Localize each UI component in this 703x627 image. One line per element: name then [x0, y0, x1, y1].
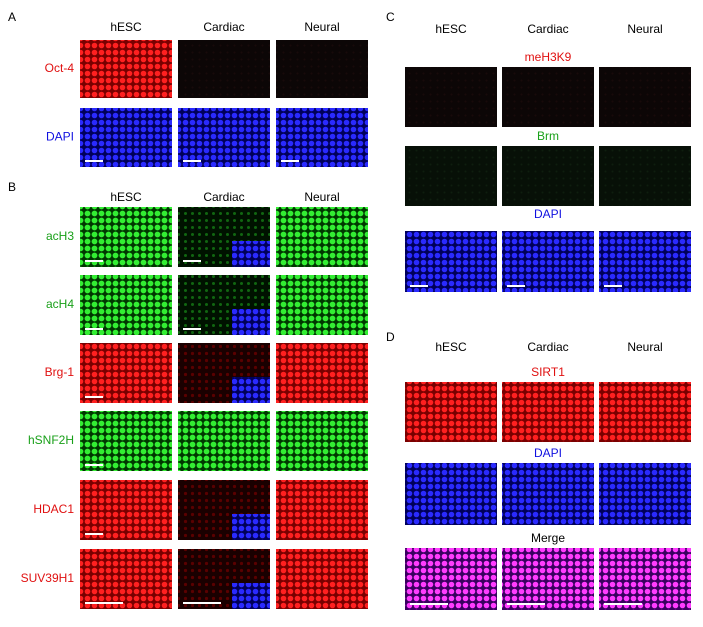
- column-header: Neural: [304, 20, 339, 34]
- row-label: Merge: [531, 531, 565, 545]
- row-label: DAPI: [534, 207, 562, 221]
- column-header: Cardiac: [527, 22, 568, 36]
- column-header: hESC: [435, 22, 467, 36]
- micrograph: [502, 382, 594, 442]
- micrograph: [80, 411, 172, 471]
- micrograph: [405, 382, 497, 442]
- row-label: Oct-4: [45, 61, 75, 75]
- column-header: Neural: [304, 190, 339, 204]
- micrograph: [405, 67, 497, 127]
- micrograph: [80, 207, 172, 267]
- row-label: DAPI: [46, 130, 74, 144]
- panel-letter: C: [386, 10, 395, 24]
- inset: [232, 309, 270, 335]
- micrograph: [599, 548, 691, 610]
- micrograph: [405, 463, 497, 525]
- micrograph: [599, 146, 691, 206]
- row-label: DAPI: [534, 446, 562, 460]
- micrograph: [276, 480, 368, 540]
- column-header: Cardiac: [527, 340, 568, 354]
- micrograph: [599, 67, 691, 127]
- row-label: hSNF2H: [28, 433, 74, 447]
- inset: [232, 377, 270, 403]
- row-label: SIRT1: [531, 365, 565, 379]
- micrograph: [502, 67, 594, 127]
- panel-letter: B: [8, 180, 16, 194]
- micrograph: [178, 411, 270, 471]
- inset: [232, 241, 270, 267]
- panel-letter: A: [8, 10, 16, 24]
- row-label: HDAC1: [33, 502, 74, 516]
- micrograph: [80, 40, 172, 98]
- column-header: Cardiac: [203, 190, 244, 204]
- micrograph: [178, 40, 270, 98]
- micrograph: [80, 108, 172, 167]
- row-label: SUV39H1: [21, 571, 75, 585]
- column-header: Neural: [627, 340, 662, 354]
- micrograph: [178, 108, 270, 167]
- micrograph: [276, 275, 368, 335]
- row-label: meH3K9: [525, 50, 572, 64]
- row-label: Brm: [537, 129, 559, 143]
- panel-letter: D: [386, 330, 395, 344]
- micrograph: [502, 463, 594, 525]
- row-label: acH4: [46, 297, 74, 311]
- micrograph: [80, 275, 172, 335]
- micrograph: [80, 343, 172, 403]
- micrograph: [502, 548, 594, 610]
- micrograph: [599, 382, 691, 442]
- micrograph: [276, 207, 368, 267]
- row-label: Brg-1: [45, 365, 75, 379]
- micrograph: [80, 480, 172, 540]
- micrograph: [276, 411, 368, 471]
- column-header: hESC: [110, 190, 142, 204]
- micrograph: [276, 108, 368, 167]
- column-header: hESC: [110, 20, 142, 34]
- micrograph: [405, 146, 497, 206]
- micrograph: [80, 549, 172, 609]
- micrograph: [405, 548, 497, 610]
- micrograph: [276, 40, 368, 98]
- micrograph: [502, 146, 594, 206]
- micrograph: [405, 231, 497, 292]
- inset: [232, 514, 270, 540]
- column-header: hESC: [435, 340, 467, 354]
- row-label: acH3: [46, 229, 74, 243]
- micrograph: [599, 463, 691, 525]
- column-header: Neural: [627, 22, 662, 36]
- inset: [232, 583, 270, 609]
- micrograph: [276, 549, 368, 609]
- column-header: Cardiac: [203, 20, 244, 34]
- micrograph: [599, 231, 691, 292]
- micrograph: [502, 231, 594, 292]
- micrograph: [276, 343, 368, 403]
